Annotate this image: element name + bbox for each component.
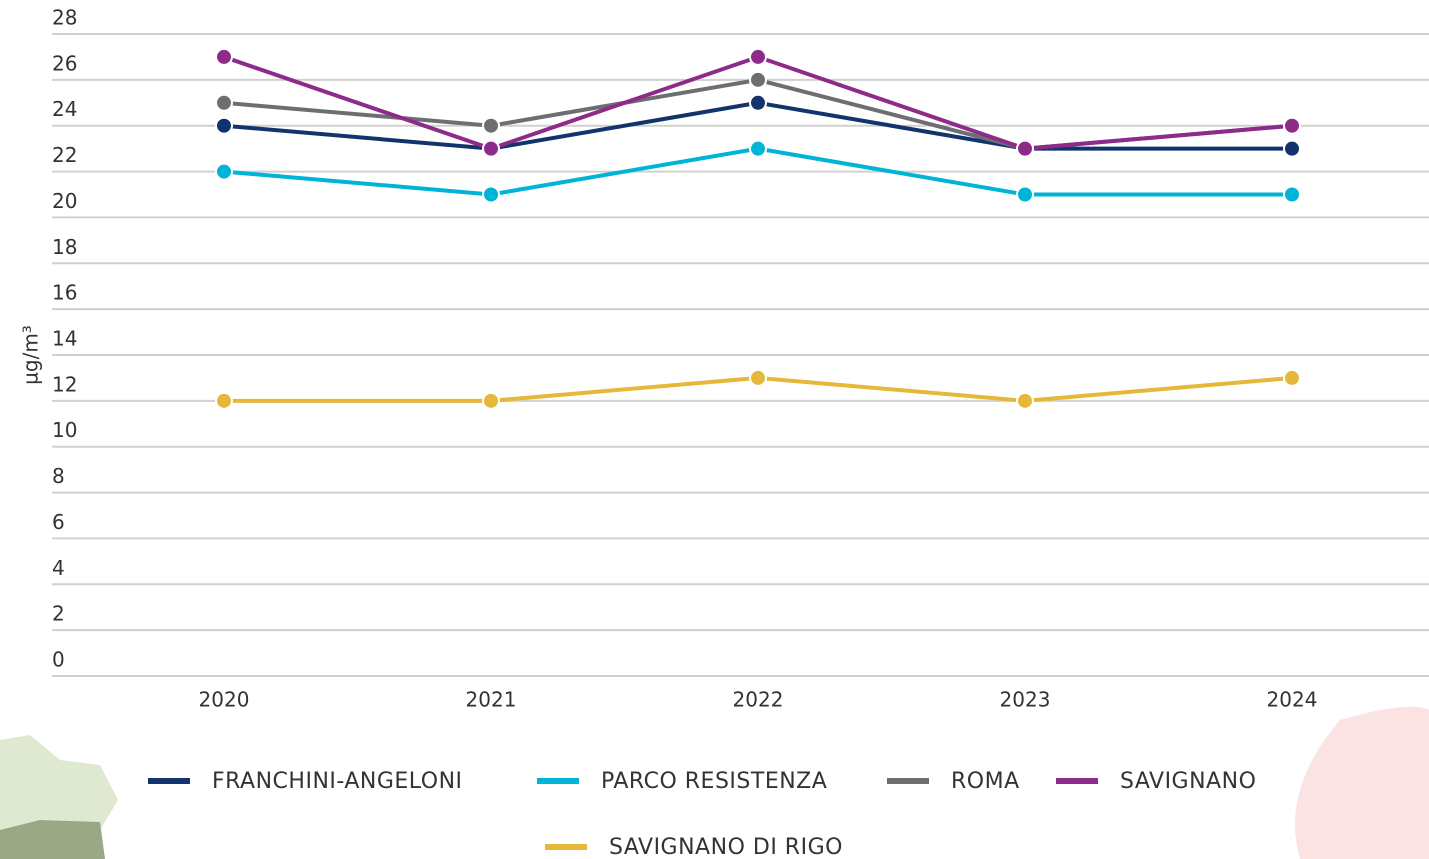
- data-point: [1283, 185, 1301, 204]
- y-tick-label: 20: [52, 189, 77, 213]
- data-point: [482, 116, 500, 135]
- data-point: [1283, 116, 1301, 135]
- y-tick-label: 2: [52, 602, 65, 626]
- legend-swatch: [148, 778, 190, 784]
- legend-label: PARCO RESISTENZA: [601, 769, 827, 794]
- data-point: [215, 162, 233, 181]
- y-axis-label: µg/m³: [19, 325, 43, 385]
- data-point: [215, 93, 233, 112]
- y-tick-label: 8: [52, 464, 65, 488]
- y-tick-label: 18: [52, 235, 77, 259]
- data-point: [749, 47, 767, 66]
- y-tick-label: 12: [52, 372, 77, 396]
- y-tick-label: 6: [52, 510, 65, 534]
- data-point: [749, 93, 767, 112]
- y-tick-label: 24: [52, 97, 77, 121]
- data-point: [215, 47, 233, 66]
- decoration: [0, 706, 1429, 859]
- legend-swatch: [887, 778, 929, 784]
- data-point: [749, 70, 767, 89]
- data-point: [1283, 368, 1301, 387]
- y-tick-label: 22: [52, 143, 77, 167]
- legend-label: FRANCHINI-ANGELONI: [212, 769, 463, 794]
- data-point: [215, 116, 233, 135]
- data-point: [1016, 391, 1034, 410]
- y-tick-label: 4: [52, 556, 65, 580]
- data-point: [749, 368, 767, 387]
- legend-label: SAVIGNANO DI RIGO: [609, 835, 843, 859]
- y-tick-label: 16: [52, 281, 77, 305]
- y-tick-label: 14: [52, 327, 77, 351]
- y-tick-label: 0: [52, 648, 65, 672]
- y-tick-label: 10: [52, 418, 77, 442]
- data-point: [749, 139, 767, 158]
- legend-swatch: [1056, 778, 1098, 784]
- x-tick-label: 2023: [1000, 688, 1051, 712]
- legend-label: ROMA: [951, 769, 1020, 794]
- x-tick-label: 2021: [466, 688, 517, 712]
- x-tick-label: 2020: [199, 688, 250, 712]
- data-point: [482, 139, 500, 158]
- data-point: [1016, 139, 1034, 158]
- y-tick-label: 28: [52, 6, 77, 30]
- legend-label: SAVIGNANO: [1120, 769, 1256, 794]
- y-tick-label: 26: [52, 51, 77, 75]
- x-tick-label: 2022: [733, 688, 784, 712]
- logo-shape: [1295, 706, 1429, 859]
- data-point: [482, 185, 500, 204]
- legend-swatch: [545, 844, 587, 850]
- data-point: [482, 391, 500, 410]
- legend: FRANCHINI-ANGELONI PARCO RESISTENZA ROMA SA…: [148, 769, 1256, 859]
- data-point: [1283, 139, 1301, 158]
- data-point: [215, 391, 233, 410]
- legend-swatch: [537, 778, 579, 784]
- x-tick-label: 2024: [1267, 688, 1318, 712]
- data-point: [1016, 185, 1034, 204]
- map-shape: [0, 820, 105, 859]
